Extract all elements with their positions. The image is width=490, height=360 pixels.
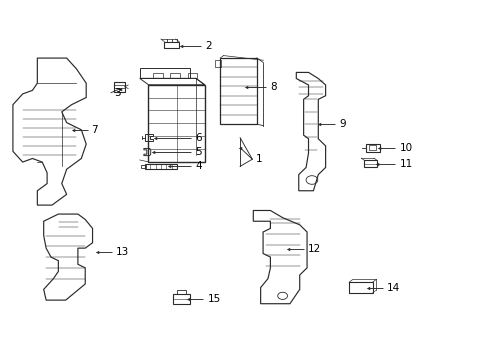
Text: 15: 15 xyxy=(207,294,220,304)
Bar xyxy=(364,160,377,167)
Bar xyxy=(216,60,221,67)
Text: 5: 5 xyxy=(195,147,202,157)
Bar xyxy=(176,291,186,294)
Text: 3: 3 xyxy=(115,88,121,98)
Text: 10: 10 xyxy=(399,143,413,153)
Text: 8: 8 xyxy=(270,82,276,92)
Text: 9: 9 xyxy=(339,120,346,129)
Text: 11: 11 xyxy=(399,159,413,169)
Text: 12: 12 xyxy=(308,244,321,254)
Bar xyxy=(368,145,376,150)
Bar xyxy=(366,144,380,152)
Bar xyxy=(140,68,190,78)
Bar xyxy=(188,73,197,78)
Bar xyxy=(171,73,180,78)
Text: 7: 7 xyxy=(92,125,98,135)
Bar xyxy=(153,73,163,78)
Text: 1: 1 xyxy=(256,154,263,164)
Bar xyxy=(349,282,372,293)
Bar xyxy=(173,294,190,304)
Text: 2: 2 xyxy=(205,41,212,50)
Text: 6: 6 xyxy=(195,133,202,143)
Text: 4: 4 xyxy=(195,161,202,171)
Text: 14: 14 xyxy=(387,283,400,293)
Bar xyxy=(145,164,177,169)
Text: 13: 13 xyxy=(116,247,129,257)
Bar xyxy=(114,82,125,92)
Bar xyxy=(164,41,179,48)
Bar xyxy=(220,58,257,124)
Bar xyxy=(141,165,146,168)
Bar xyxy=(148,85,205,162)
